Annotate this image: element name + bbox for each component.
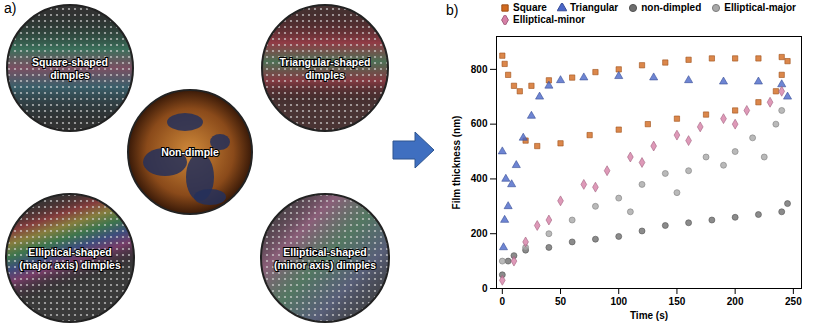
svg-text:Triangular-shaped: Triangular-shaped [279,56,370,68]
svg-text:a): a) [4,0,16,16]
html-text:Elliptical-major: Elliptical-major [724,2,796,13]
html-text:b): b) [446,2,459,18]
svg-text:200: 200 [471,228,488,239]
svg-text:(minor axis) dimples: (minor axis) dimples [274,259,376,271]
svg-text:Square-shaped: Square-shaped [32,56,108,68]
svg-text:Time (s): Time (s) [630,310,668,321]
svg-text:150: 150 [669,296,686,307]
svg-text:0: 0 [500,296,506,307]
html-text:Triangular: Triangular [569,2,619,13]
svg-text:Elliptical-shaped: Elliptical-shaped [28,246,111,258]
svg-text:Elliptical-shaped: Elliptical-shaped [283,246,366,258]
svg-text:100: 100 [610,296,627,307]
svg-text:600: 600 [471,118,488,129]
html-text:Elliptical-minor: Elliptical-minor [513,14,586,25]
svg-text:dimples: dimples [50,69,90,81]
html-text:non-dimpled: non-dimpled [641,2,702,13]
svg-text:Non-dimple: Non-dimple [161,146,219,158]
svg-text:200: 200 [727,296,744,307]
svg-text:0: 0 [482,283,488,294]
svg-text:(major axis) dimples: (major axis) dimples [19,259,121,271]
svg-text:800: 800 [471,64,488,75]
html-text:Square: Square [513,2,547,13]
svg-text:50: 50 [555,296,567,307]
svg-text:250: 250 [785,296,802,307]
svg-text:dimples: dimples [305,69,345,81]
svg-text:Film thickness (nm): Film thickness (nm) [451,116,462,210]
svg-text:400: 400 [471,173,488,184]
